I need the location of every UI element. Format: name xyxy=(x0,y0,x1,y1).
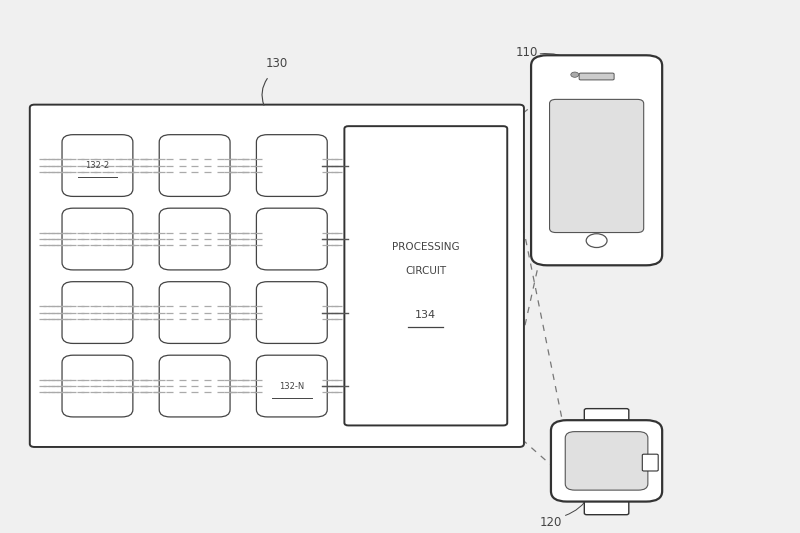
FancyBboxPatch shape xyxy=(642,454,658,471)
Text: 120: 120 xyxy=(540,516,562,529)
FancyBboxPatch shape xyxy=(579,73,614,80)
FancyBboxPatch shape xyxy=(62,208,133,270)
Text: 132-N: 132-N xyxy=(279,382,305,391)
FancyBboxPatch shape xyxy=(159,281,230,343)
FancyBboxPatch shape xyxy=(550,99,644,232)
FancyBboxPatch shape xyxy=(257,355,327,417)
FancyBboxPatch shape xyxy=(584,489,629,515)
Text: CIRCUIT: CIRCUIT xyxy=(406,265,446,276)
FancyBboxPatch shape xyxy=(344,126,507,425)
FancyBboxPatch shape xyxy=(257,281,327,343)
Text: 110: 110 xyxy=(516,46,538,59)
FancyBboxPatch shape xyxy=(159,208,230,270)
FancyBboxPatch shape xyxy=(257,135,327,197)
Circle shape xyxy=(571,72,578,77)
Text: 132-2: 132-2 xyxy=(86,161,110,170)
Text: 134: 134 xyxy=(415,310,436,320)
FancyBboxPatch shape xyxy=(257,208,327,270)
FancyBboxPatch shape xyxy=(30,104,524,447)
Circle shape xyxy=(586,234,607,247)
FancyBboxPatch shape xyxy=(551,420,662,502)
FancyBboxPatch shape xyxy=(584,409,629,434)
FancyBboxPatch shape xyxy=(62,281,133,343)
FancyBboxPatch shape xyxy=(531,55,662,265)
FancyBboxPatch shape xyxy=(159,355,230,417)
FancyBboxPatch shape xyxy=(566,432,648,490)
Text: PROCESSING: PROCESSING xyxy=(392,242,460,252)
FancyBboxPatch shape xyxy=(62,135,133,197)
FancyBboxPatch shape xyxy=(62,355,133,417)
FancyBboxPatch shape xyxy=(159,135,230,197)
Text: 130: 130 xyxy=(266,56,288,70)
